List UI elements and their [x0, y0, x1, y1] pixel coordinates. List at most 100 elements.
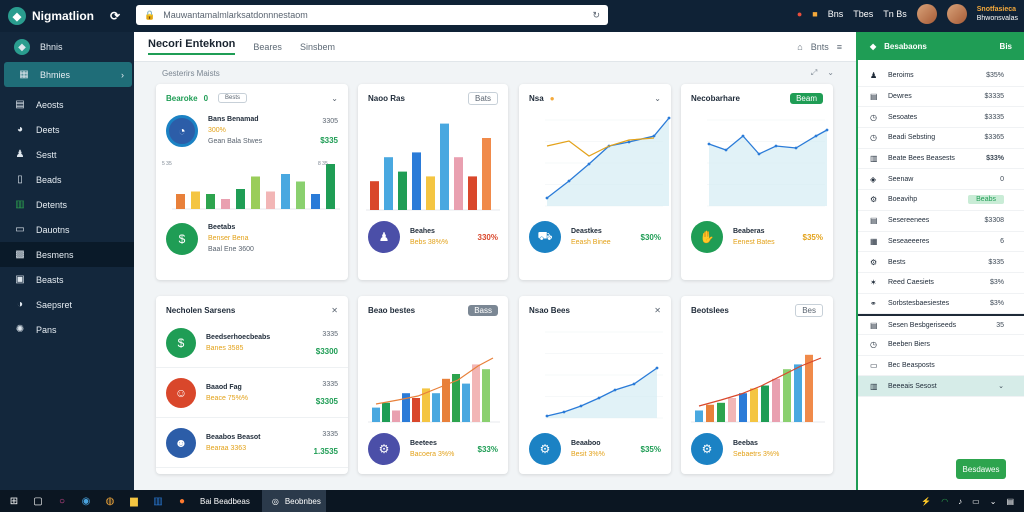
card-stat: ⚙ Beaaboo Besit 3%% $35% [519, 433, 671, 465]
panel-row[interactable]: ▤ Sesereenees $3308 [858, 211, 1024, 232]
chrome-icon[interactable]: ◍ [105, 495, 115, 507]
sidebar-item-label: Pans [36, 324, 57, 335]
section-subtitle: Gesterirs Maists [162, 68, 220, 78]
taskbar-app-2[interactable]: ◎ Beobnbes [261, 490, 326, 512]
expand-icon[interactable]: ⤢ [810, 68, 818, 77]
panel-row[interactable]: ♟ Beroims $35% [858, 66, 1024, 87]
panel-row[interactable]: ▭ Bec Beasposts [858, 356, 1024, 377]
user-info[interactable]: Snotfasieca Bhwonsvalas [977, 5, 1018, 23]
sidebar-item-2[interactable]: ◕ Deets [0, 117, 134, 142]
sidebar-item-4[interactable]: ▯ Beads [0, 167, 134, 192]
clock-icon: ◷ [870, 133, 877, 143]
panel-row[interactable]: ⚙ Boeavihp Beabs [858, 190, 1024, 211]
panel-row[interactable]: ▥ Beeeais Sesost ⌄ [858, 376, 1024, 397]
sidebar-item-0[interactable]: ▦ Bhmies › [4, 62, 132, 87]
sidebar-item-1[interactable]: ▤ Aeosts [0, 92, 134, 117]
bar [432, 393, 440, 422]
store-icon[interactable]: ▥ [153, 495, 163, 507]
card-pill[interactable]: Bass [468, 304, 498, 316]
data-point [579, 404, 583, 408]
panel-row[interactable]: ▥ Beate Bees Beasests $33% [858, 149, 1024, 170]
home-icon[interactable]: ⌂ [797, 41, 803, 52]
panel-row[interactable]: ⚙ Bests $335 [858, 252, 1024, 273]
network-icon[interactable]: ⚡ [921, 496, 932, 506]
row-label: Beeeais Sesost [888, 382, 937, 390]
notification-icon[interactable]: ■ [812, 9, 818, 19]
chevron-down-icon[interactable]: ⌄ [827, 68, 834, 77]
alert-icon[interactable]: ● [796, 9, 803, 19]
user-avatar[interactable] [946, 4, 967, 24]
notifications-icon[interactable]: ▤ [1006, 496, 1014, 506]
user-name: Snotfasieca [976, 6, 1017, 13]
reload-icon[interactable]: ↻ [592, 9, 600, 20]
battery-icon[interactable]: ▭ [972, 496, 980, 506]
item-sub: Bearaa 3363 [206, 444, 247, 452]
bar-chart [691, 354, 825, 423]
search-icon[interactable]: ▢ [33, 495, 43, 507]
chevron-down-icon[interactable]: ⌄ [331, 93, 338, 103]
sidebar-item-7[interactable]: ▩ Besmens [0, 242, 134, 267]
list-item[interactable]: ☻ Beaabos Beasot Bearaa 3363 3335 1.3535 [156, 418, 348, 468]
logo-icon: ◆ [14, 39, 30, 55]
edge-icon[interactable]: ◉ [81, 495, 91, 507]
wifi-icon[interactable]: ◠ [941, 496, 949, 506]
card-bars: Naoo Ras Bats ♟ Beahes Bebs 38%% 330% [358, 84, 508, 280]
panel-row[interactable]: ▦ Seseaeeeres 6 [858, 232, 1024, 253]
sidebar-item-9[interactable]: ◑ Saepsret [0, 292, 134, 317]
stat-value: 330% [477, 232, 498, 242]
sidebar-item-10[interactable]: ✺ Pans [0, 317, 134, 342]
panel-row[interactable]: ◷ Sesoates $3335 [858, 107, 1024, 129]
panel-row[interactable]: ⚭ Sorbstesbaesiestes $3% [858, 294, 1024, 315]
refresh-icon[interactable]: ⟳ [110, 9, 121, 23]
volume-icon[interactable]: ♪ [958, 496, 963, 506]
bar [739, 393, 747, 422]
close-icon[interactable]: ✕ [331, 305, 338, 315]
start-icon[interactable]: ⊞ [9, 495, 19, 507]
panel-row[interactable]: ▤ Dewres $3335 [858, 87, 1024, 108]
chevron-icon[interactable]: ⌄ [989, 496, 997, 506]
data-point [627, 140, 631, 144]
list-item[interactable]: ☺ Baaod Fag Beace 75%% 3335 $3305 [156, 368, 348, 418]
card-pill[interactable]: Bests [218, 93, 248, 103]
sidebar-item-label: Aeosts [36, 99, 64, 110]
panel-action[interactable]: Bis [999, 41, 1012, 51]
subheader: Gesterirs Maists ⤢ ⌄ [134, 62, 856, 84]
card-stat-2: $ Beetabs Benser Bena Baal Ene 3600 [156, 222, 348, 255]
browser-icon[interactable]: ○ [58, 495, 66, 507]
top-item-2[interactable]: Tbes [853, 9, 874, 19]
card-pill[interactable]: Beam [790, 92, 823, 104]
header-action[interactable]: Bnts [810, 41, 829, 52]
tab-2[interactable]: Sinsbem [299, 41, 335, 52]
folder-icon[interactable]: ▆ [130, 495, 138, 507]
panel-row[interactable]: ◈ Seenaw 0 [858, 169, 1024, 191]
sidebar-item-6[interactable]: ▭ Dauotns [0, 217, 134, 242]
list-item[interactable]: $ Beedserhoecbeabs Banes 3585 3335 $3300 [156, 318, 348, 368]
card-pill[interactable]: Bats [467, 91, 498, 105]
sidebar-item-5[interactable]: ▥ Detents [0, 192, 134, 217]
top-item-1[interactable]: Bns [827, 9, 844, 19]
bar [296, 181, 305, 209]
sidebar-item-3[interactable]: ♟ Sestt [0, 142, 134, 167]
panel-row[interactable]: ✶ Reed Caesiets $3% [858, 273, 1024, 294]
data-point [613, 388, 617, 392]
panel-row[interactable]: ▤ Sesen Besbgeriseeds 35 [858, 314, 1024, 335]
panel-button[interactable]: Besdawes [956, 459, 1006, 479]
panel-row[interactable]: ◷ Beadi Sebsting $3365 [858, 128, 1024, 149]
avatar[interactable] [916, 4, 937, 24]
chevron-down-icon[interactable]: ⌄ [654, 93, 661, 103]
top-item-3[interactable]: Tn Bs [883, 9, 907, 19]
taskbar: ⊞ ▢ ○ ◉ ◍ ▆ ▥ ● Bai Beadbeas ◎ Beobnbes ⚡… [0, 490, 1024, 512]
tab-1[interactable]: Beares [253, 41, 282, 52]
close-icon[interactable]: ✕ [654, 305, 661, 315]
card-pill[interactable]: Bes [795, 303, 823, 317]
panel-row[interactable]: ◷ Beeben Biers [858, 335, 1024, 356]
app-logo[interactable]: ◆ Nigmatlion ⟳ [0, 7, 132, 25]
menu-icon[interactable]: ≡ [836, 41, 842, 52]
taskbar-app-1[interactable]: Bai Beadbeas [200, 496, 250, 506]
sidebar-item-8[interactable]: ▣ Beasts [0, 267, 134, 292]
toggle-icon[interactable]: ● [549, 93, 555, 103]
address-bar[interactable]: 🔒 Mauwantamalmlarksatdonnnestaom ↻ [136, 5, 608, 25]
firefox-icon[interactable]: ● [178, 495, 186, 507]
bar [482, 138, 491, 210]
sidebar-header[interactable]: ◆ Bhnis [0, 32, 134, 62]
